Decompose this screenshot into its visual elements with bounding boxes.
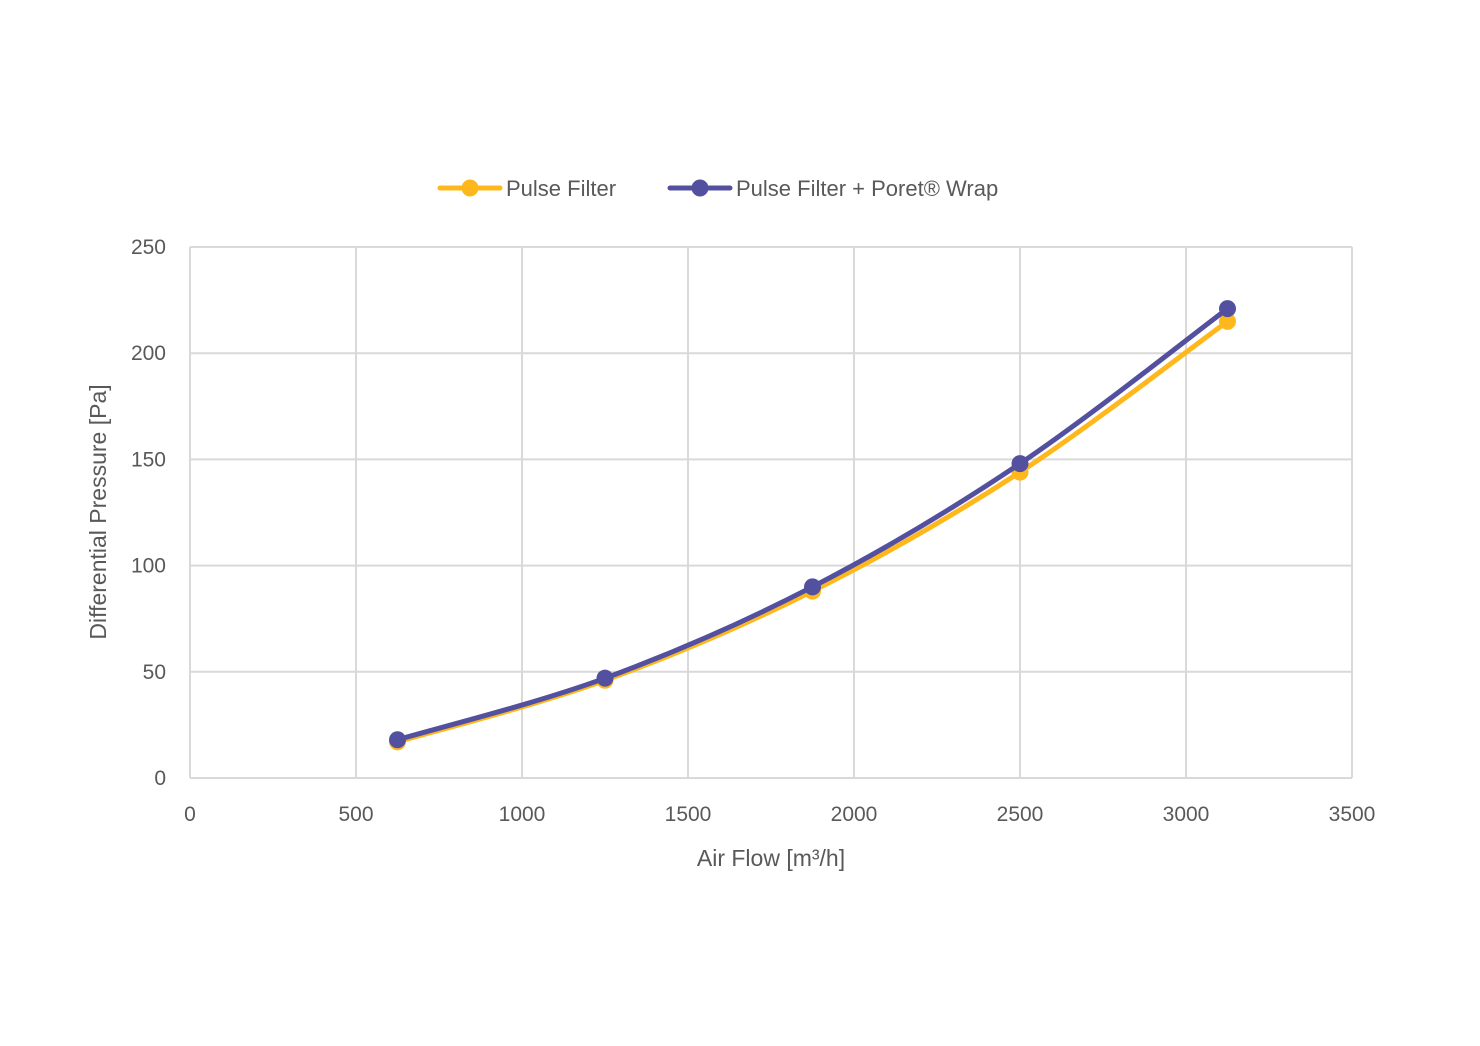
legend-item: Pulse Filter + Poret® Wrap [667,176,998,201]
x-tick-label: 3000 [1163,803,1210,826]
data-point [1219,312,1236,330]
series-2 [389,300,1236,749]
x-tick-label: 1500 [665,803,712,826]
y-tick-label: 200 [131,342,166,365]
x-tick-label: 500 [338,803,373,826]
y-tick-label: 250 [131,236,166,259]
y-tick-label: 100 [131,555,166,578]
legend-marker [461,179,479,197]
y-tick-label: 50 [143,661,166,684]
y-tick-label: 150 [131,448,166,471]
y-axis-title: Differential Pressure [Pa] [85,384,111,639]
x-tick-label: 2500 [997,803,1044,826]
legend-item: Pulse Filter [437,176,616,201]
data-point [804,578,821,596]
x-tick-label: 0 [184,803,196,826]
series [389,300,1236,751]
series-1 [389,312,1236,751]
legend-label: Pulse Filter + Poret® Wrap [736,176,998,201]
x-axis-title: Air Flow [m³/h] [697,845,845,871]
y-tick-label: 0 [154,767,166,790]
x-tick-label: 3500 [1329,803,1376,826]
legend-label: Pulse Filter [506,176,616,201]
data-point [1011,455,1029,473]
grid [189,246,1353,779]
x-tick-label: 2000 [831,803,878,826]
data-point [596,669,614,687]
data-point [1219,300,1236,318]
x-tick-label: 1000 [499,803,546,826]
data-point [389,731,406,749]
legend-marker [691,179,709,197]
legend: Pulse Filter Pulse Filter + Poret® Wrap [437,176,998,201]
